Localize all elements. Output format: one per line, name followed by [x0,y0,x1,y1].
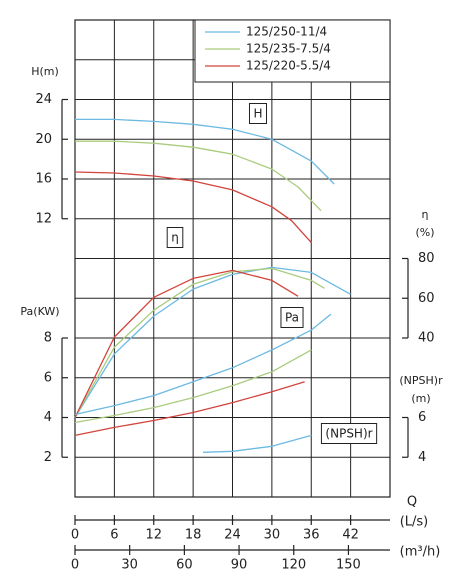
x2-tick-label: 30 [121,558,138,573]
y-tick-label: 12 [35,211,52,226]
y-tick-label: 60 [418,291,435,306]
curve-label-box [166,227,184,248]
curve [74,349,312,424]
curve [74,269,299,418]
x2-tick-label: 120 [281,558,306,573]
x2-axis-unit: (m³/h) [400,545,441,560]
x2-tick-label: 150 [336,558,361,573]
x2-tick-label: 90 [231,558,248,573]
curve-label-box [248,103,268,124]
axis-label: Pa(KW) [20,305,59,318]
axis-label: (%) [415,226,434,239]
curve-label: η [171,231,179,245]
axis-label: (m) [411,392,430,405]
legend-box [194,19,391,83]
x-tick-label: 18 [185,528,202,543]
x-tick-label: 42 [342,528,359,543]
legend-label: 125/250-11/4 [246,25,327,39]
curve [75,118,335,185]
curve [74,313,332,416]
y-tick-label: 4 [44,410,52,425]
curve-label: (NPSH)r [325,427,372,441]
x2-tick-label: 60 [176,558,193,573]
y-tick-label: 4 [418,450,426,465]
x-tick-label: 12 [145,528,162,543]
x-axis-label: Q [407,495,417,510]
x-axis-unit: (L/s) [400,515,429,530]
curve [75,140,322,212]
y-tick-label: 6 [44,370,52,385]
y-tick-label: 2 [44,450,52,465]
y-tick-label: 20 [35,132,52,147]
curve-label-box [280,307,304,328]
x-tick-label: 0 [71,528,79,543]
axis-label: H(m) [31,65,59,78]
x2-tick-label: 0 [71,558,79,573]
x-tick-label: 36 [303,528,320,543]
x-tick-label: 6 [110,528,118,543]
curve [74,267,325,418]
curve-label: H [253,107,262,121]
axis-label: η [422,208,429,221]
x-tick-label: 24 [224,528,241,543]
y-tick-label: 6 [418,410,426,425]
axis-label: (NPSH)r [399,374,443,387]
curve [202,434,312,453]
y-tick-label: 24 [35,92,52,107]
legend-label: 125/220-5.5/4 [246,59,331,73]
curve-label-box [320,423,378,444]
legend-label: 125/235-7.5/4 [246,42,331,56]
x-tick-label: 30 [264,528,281,543]
y-tick-label: 16 [35,172,52,187]
curve [74,266,351,418]
curve-label: Pa [285,311,299,325]
y-tick-label: 80 [418,251,435,266]
curve [74,171,312,244]
y-tick-label: 8 [44,331,52,346]
curve [74,381,305,437]
y-tick-label: 40 [418,331,435,346]
